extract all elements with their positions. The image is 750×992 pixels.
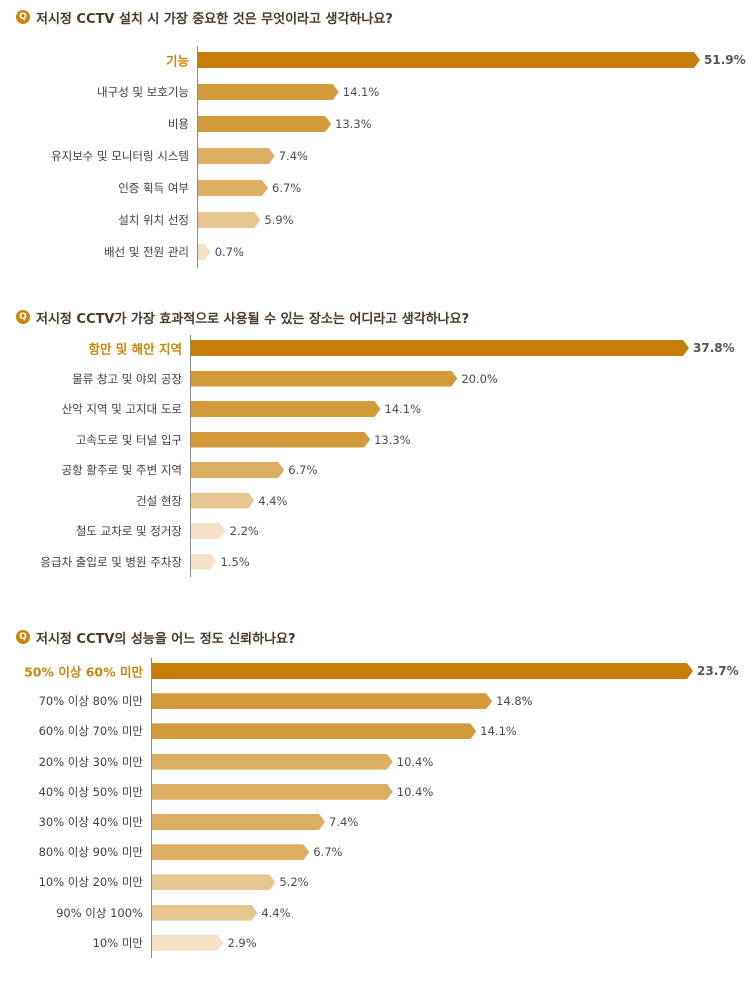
value-label: 2.9%: [227, 935, 257, 950]
chart-axis-line: [190, 334, 191, 577]
value-label: 14.1%: [480, 724, 517, 739]
category-label: 비용: [167, 117, 189, 131]
bar: [152, 874, 275, 890]
bar: [191, 401, 381, 417]
category-label: 20% 이상 30% 미만: [38, 754, 143, 769]
category-label: 물류 창고 및 야외 공장: [72, 371, 182, 386]
bar: [152, 663, 693, 679]
category-label: 내구성 및 보호기능: [97, 85, 189, 99]
category-label: 산악 지역 및 고지대 도로: [61, 402, 182, 416]
value-label: 1.5%: [220, 554, 250, 569]
bar: [152, 935, 223, 951]
bar: [152, 905, 257, 921]
bar: [191, 554, 217, 570]
value-label: 23.7%: [697, 664, 739, 678]
category-label: 90% 이상 100%: [56, 905, 143, 920]
category-label: 기능: [165, 53, 189, 69]
chart-axis-line: [197, 46, 198, 268]
chart-title: 저시정 CCTV가 가장 효과적으로 사용될 수 있는 장소는 어디라고 생각하…: [36, 311, 470, 327]
question-badge-icon: Q: [16, 10, 30, 24]
value-label: 10.4%: [396, 754, 434, 769]
bar: [191, 462, 284, 478]
value-label: 14.1%: [384, 402, 422, 416]
value-label: 6.7%: [313, 845, 343, 860]
category-label: 건설 현장: [136, 493, 182, 508]
category-label: 유지보수 및 모니터링 시스템: [51, 149, 189, 163]
category-label: 설치 위치 선정: [118, 213, 189, 227]
bar: [152, 784, 393, 800]
value-label: 6.7%: [272, 181, 302, 195]
chart-title: 저시정 CCTV의 성능을 어느 정도 신뢰하나요?: [36, 631, 296, 647]
value-label: 14.1%: [342, 85, 380, 99]
value-label: 37.8%: [693, 341, 735, 355]
bar: [152, 844, 309, 860]
bar: [152, 814, 325, 830]
question-header: Q 저시정 CCTV가 가장 효과적으로 사용될 수 있는 장소는 어디라고 생각…: [16, 306, 469, 328]
question-badge-icon: Q: [16, 310, 30, 324]
category-label: 인증 획득 여부: [118, 181, 189, 195]
question-badge-icon: Q: [16, 630, 30, 644]
category-label: 응급차 출입로 및 병원 주차장: [40, 554, 182, 569]
value-label: 5.2%: [279, 875, 309, 890]
bar: [198, 116, 331, 132]
value-label: 51.9%: [704, 53, 746, 67]
bar: [191, 523, 226, 539]
value-label: 14.8%: [496, 694, 533, 709]
question-header: Q 저시정 CCTV의 성능을 어느 정도 신뢰하나요?: [16, 626, 296, 648]
bar: [152, 754, 393, 770]
bar: [198, 244, 211, 260]
value-label: 7.4%: [329, 815, 359, 829]
category-label: 철도 교차로 및 정거장: [75, 524, 182, 538]
bar: [191, 371, 457, 387]
value-label: 0.7%: [214, 245, 244, 259]
category-label: 40% 이상 50% 미만: [38, 784, 143, 799]
chart-axis-line: [151, 657, 152, 958]
category-label: 60% 이상 70% 미만: [38, 724, 143, 739]
category-label: 70% 이상 80% 미만: [38, 694, 143, 709]
category-label: 10% 미만: [92, 935, 143, 950]
value-label: 13.3%: [335, 117, 372, 131]
value-label: 7.4%: [278, 149, 308, 163]
bar: [198, 212, 260, 228]
value-label: 2.2%: [229, 524, 259, 538]
category-label: 고속도로 및 터널 입구: [75, 432, 182, 447]
bar: [198, 52, 700, 68]
question-header: Q 저시정 CCTV 설치 시 가장 중요한 것은 무엇이라고 생각하나요?: [16, 6, 393, 28]
chart-title: 저시정 CCTV 설치 시 가장 중요한 것은 무엇이라고 생각하나요?: [36, 11, 393, 27]
bar: [198, 84, 339, 100]
value-label: 10.4%: [396, 784, 434, 799]
category-label: 50% 이상 60% 미만: [24, 664, 143, 680]
value-label: 5.9%: [264, 213, 294, 227]
value-label: 4.4%: [261, 905, 291, 920]
category-label: 80% 이상 90% 미만: [38, 845, 143, 860]
bar: [198, 180, 268, 196]
value-label: 6.7%: [288, 463, 318, 477]
bar: [191, 340, 689, 356]
category-label: 공항 활주로 및 주변 지역: [61, 463, 182, 477]
category-label: 배선 및 전원 관리: [103, 245, 189, 259]
category-label: 30% 이상 40% 미만: [38, 815, 143, 829]
value-label: 20.0%: [461, 371, 498, 386]
category-label: 10% 이상 20% 미만: [38, 875, 143, 890]
bar: [191, 432, 370, 448]
value-label: 13.3%: [374, 432, 411, 447]
category-label: 항만 및 해안 지역: [88, 341, 182, 357]
bar: [198, 148, 275, 164]
bar: [152, 693, 492, 709]
value-label: 4.4%: [258, 493, 288, 508]
bar: [191, 493, 254, 509]
bar: [152, 723, 476, 739]
